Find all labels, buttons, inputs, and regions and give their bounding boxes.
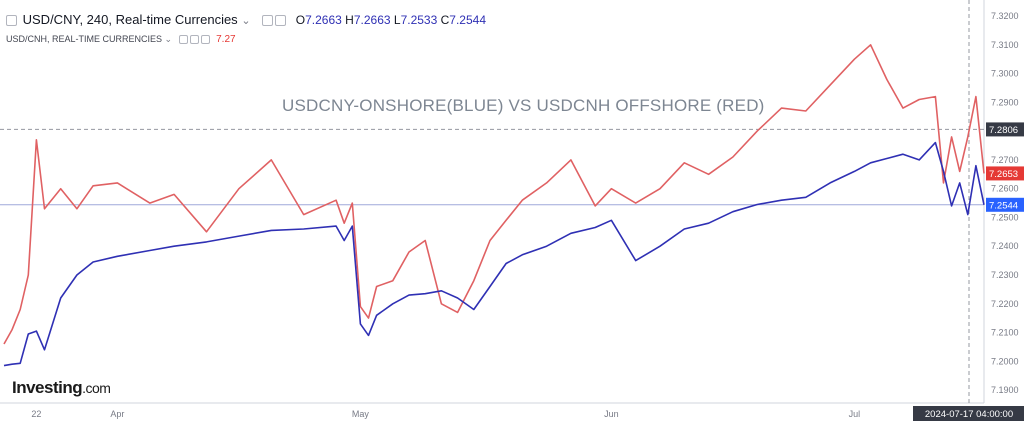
collapse-legend-icon[interactable] [6, 15, 17, 27]
settings-icon[interactable] [189, 35, 199, 45]
ohlc-open-label: O [295, 13, 306, 27]
investing-watermark: Investing.com [12, 378, 111, 398]
eye-icon[interactable] [178, 35, 188, 45]
last-value-usdcny-bg [986, 197, 1024, 212]
x-tick-label: Apr [110, 409, 124, 419]
x-tick-label: May [352, 409, 370, 419]
ohlc-values: O7.2663 H7.2663 L7.2533 C7.2544 [296, 13, 486, 27]
x-tick-label: Jun [604, 409, 619, 419]
crosshair-time-label: 2024-07-17 04:00:00 [925, 409, 1013, 420]
second-symbol-label: USD/CNH, REAL-TIME CURRENCIES [6, 34, 163, 44]
watermark-suffix: .com [82, 380, 111, 396]
ohlc-low-value: 7.2533 [400, 13, 438, 27]
last-value-usdcnh-bg [986, 166, 1024, 181]
crosshair-price-label-bg [986, 122, 1024, 137]
x-tick-label: Jul [849, 409, 861, 419]
y-tick-label: 7.1900 [991, 385, 1019, 395]
chevron-down-icon[interactable]: ⌄ [164, 34, 173, 44]
y-tick-label: 7.2700 [991, 155, 1019, 165]
chevron-down-icon[interactable]: ⌄ [241, 15, 251, 27]
watermark-brand: Investing [12, 378, 83, 397]
chart-annotation[interactable]: USDCNY-ONSHORE(BLUE) VS USDCNH OFFSHORE … [282, 96, 765, 115]
ohlc-high-value: 7.2663 [353, 13, 391, 27]
y-tick-label: 7.3100 [991, 40, 1019, 50]
last-value-usdcnh: 7.2653 [989, 169, 1018, 180]
eye-icon[interactable] [262, 15, 274, 27]
main-symbol-label: USD/CNY, 240, Real-time Currencies [22, 12, 238, 27]
close-icon[interactable] [200, 35, 210, 45]
y-tick-label: 7.3000 [991, 69, 1019, 79]
series-line-usdcnh[interactable] [3, 43, 985, 345]
ohlc-high-label: H [345, 13, 354, 27]
y-tick-label: 7.2000 [991, 356, 1019, 366]
series-line-usdcny[interactable] [3, 141, 985, 367]
crosshair-price-label: 7.2806 [989, 125, 1018, 136]
x-tick-label: 22 [31, 409, 41, 419]
second-symbol-value: 7.27 [216, 34, 236, 45]
settings-icon[interactable] [275, 15, 287, 27]
crosshair-time-label-bg [913, 406, 1024, 421]
second-legend[interactable]: USD/CNH, REAL-TIME CURRENCIES ⌄ 7.27 [6, 34, 236, 45]
y-tick-label: 7.2200 [991, 299, 1019, 309]
y-tick-label: 7.2600 [991, 184, 1019, 194]
y-tick-label: 7.2500 [991, 212, 1019, 222]
y-tick-label: 7.2100 [991, 328, 1019, 338]
y-tick-label: 7.2300 [991, 270, 1019, 280]
main-legend[interactable]: USD/CNY, 240, Real-time Currencies ⌄ O7.… [6, 12, 486, 27]
y-tick-label: 7.2900 [991, 97, 1019, 107]
ohlc-low-label: L [393, 13, 401, 27]
ohlc-close-value: 7.2544 [449, 13, 486, 27]
last-value-usdcny: 7.2544 [989, 200, 1018, 211]
y-tick-label: 7.3200 [991, 11, 1019, 21]
y-tick-label: 7.2400 [991, 241, 1019, 251]
ohlc-open-value: 7.2663 [305, 13, 342, 27]
ohlc-close-label: C [440, 13, 450, 27]
